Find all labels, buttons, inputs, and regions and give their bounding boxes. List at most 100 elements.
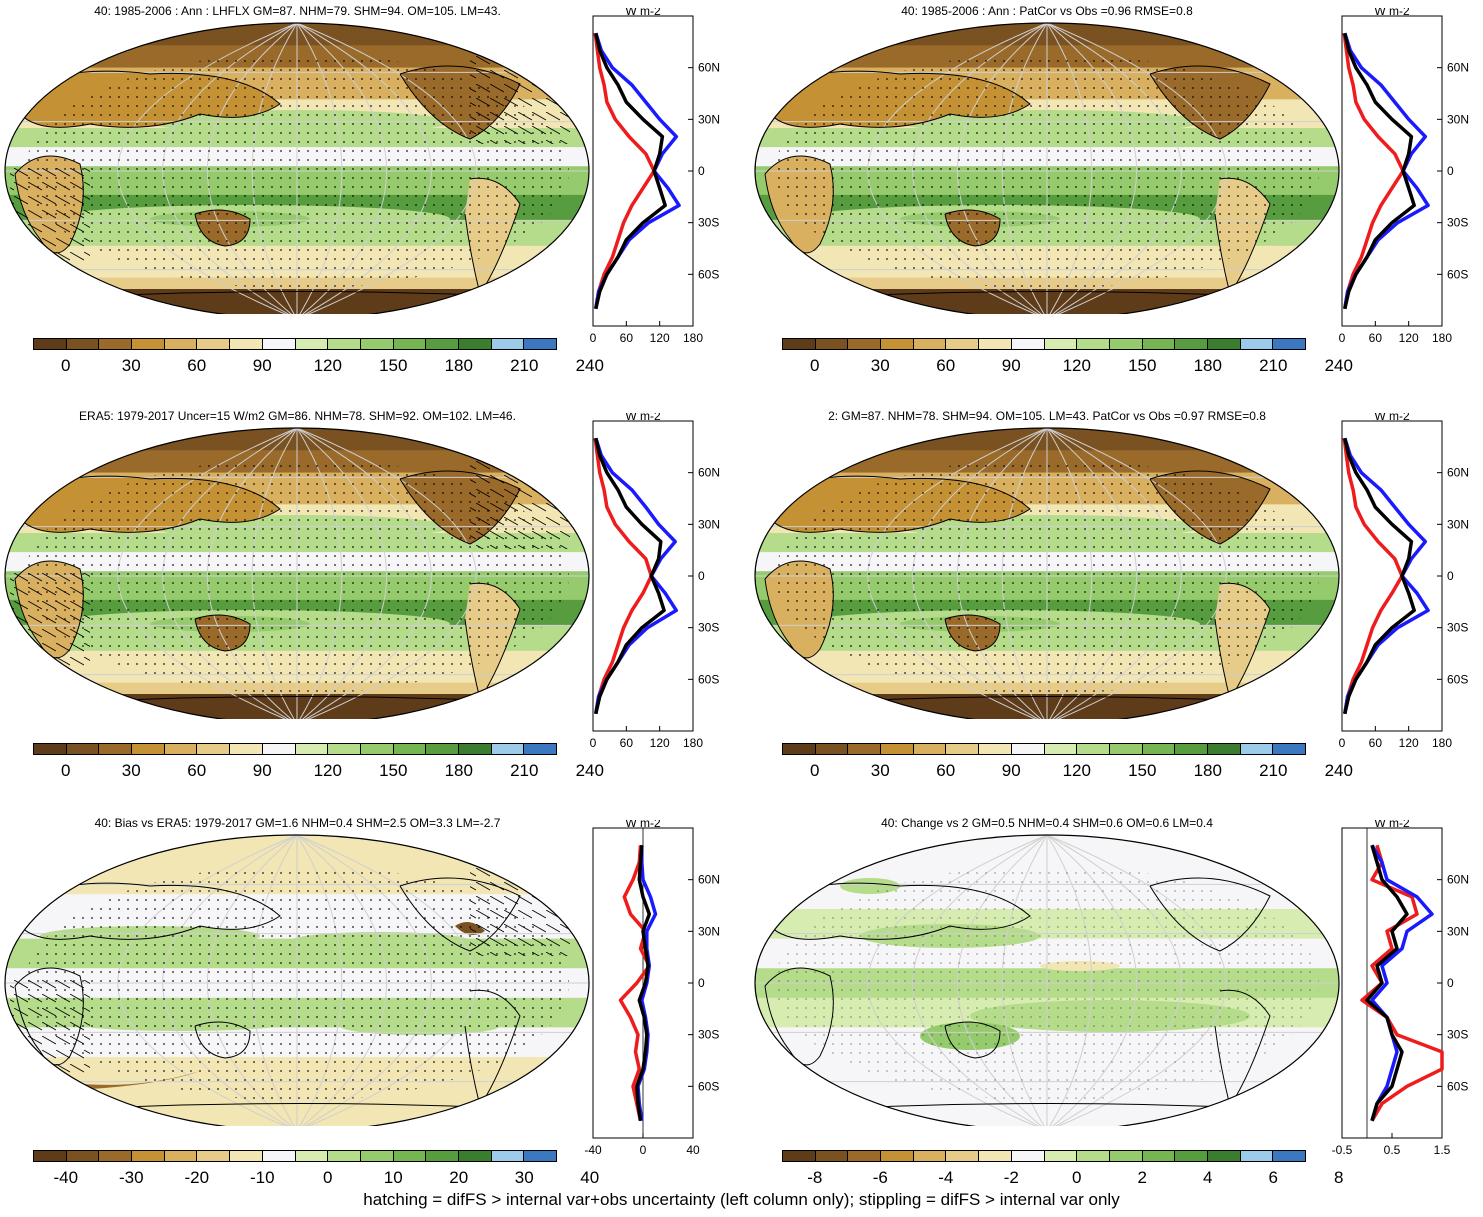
colorbar-tick-label: 120	[313, 356, 342, 375]
colorbar-swatch	[1108, 1151, 1142, 1161]
colorbar-tick-label: 210	[1259, 356, 1288, 375]
colorbar-tick-label: 180	[444, 761, 473, 780]
colorbar-tick-label: 0	[810, 356, 820, 375]
zonal-lat-tick-label: 30S	[698, 216, 719, 230]
robinson-map	[4, 22, 590, 314]
colorbar-swatch	[65, 339, 99, 349]
zonal-lat-tick-label: 30N	[698, 517, 720, 531]
colorbar-swatch	[490, 744, 524, 754]
colorbar-swatch	[1043, 339, 1077, 349]
colorbar-labels: 0 30 60 90 120 150 180 210 240	[33, 356, 604, 378]
colorbar-tick-label: 210	[1259, 761, 1288, 780]
colorbar-swatch	[1174, 1151, 1207, 1161]
colorbar-swatch	[392, 1151, 426, 1161]
colorbar-tick-label: 180	[1193, 761, 1222, 780]
zonal-curve-black	[635, 845, 652, 1122]
zonal-lat-tick-label: 30S	[698, 1028, 719, 1042]
zonal-lat-tick-label: 60S	[1447, 1079, 1468, 1093]
colorbar-swatch	[327, 744, 360, 754]
zonal-curve-black	[1365, 844, 1409, 1122]
colorbar-tick-label: 150	[1128, 356, 1157, 375]
colorbar-swatch	[490, 339, 524, 349]
colorbar-tick-label: 90	[1001, 356, 1021, 375]
zonal-lat-tick-label: 30S	[1447, 216, 1468, 230]
colorbar-swatch	[1043, 1151, 1077, 1161]
zonal-curve-red	[593, 437, 654, 715]
colorbar-swatch	[261, 744, 295, 754]
zonal-value-tick-label: 120	[1399, 736, 1419, 750]
colorbar-swatch	[1174, 744, 1207, 754]
colorbar-swatch	[196, 339, 230, 349]
colorbar-swatch	[1206, 339, 1240, 349]
colorbar-swatch	[783, 1151, 815, 1161]
panel-lhflx-model: 40: 1985-2006 : Ann : LHFLX GM=87. NHM=7…	[0, 0, 742, 395]
colorbar-swatch	[912, 744, 946, 754]
zonal-value-tick-label: 120	[650, 736, 670, 750]
zonal-lat-tick-label: 30N	[1447, 924, 1469, 938]
colorbar-swatch	[457, 744, 491, 754]
zonal-unit-label: W m-2	[1374, 820, 1410, 830]
colorbar-swatch	[847, 744, 881, 754]
colorbar-swatch	[294, 744, 328, 754]
zonal-lat-tick-label: 60N	[698, 873, 720, 887]
zonal-unit-label: W m-2	[625, 820, 661, 830]
colorbar	[782, 1150, 1306, 1162]
zonal-value-tick-label: 0.5	[1384, 1143, 1401, 1157]
colorbar-tick-label: 210	[510, 356, 539, 375]
colorbar-swatch	[880, 744, 913, 754]
colorbar-swatch	[98, 1151, 132, 1161]
zonal-value-tick-label: 0	[640, 1143, 647, 1157]
colorbar-tick-label: 240	[1324, 356, 1353, 375]
colorbar-labels: -40 -30 -20 -10 0 10 20 30 40	[33, 1168, 599, 1190]
robinson-map	[754, 427, 1340, 719]
colorbar-tick-label: 0	[810, 761, 820, 780]
colorbar	[782, 338, 1306, 350]
colorbar-swatch	[65, 1151, 99, 1161]
zonal-mean-plot: W m-2 60N 30N 0 30S 60S 0 60 120 180	[1339, 8, 1469, 345]
panel-bias-era5: 40: Bias vs ERA5: 1979-2017 GM=1.6 NHM=0…	[0, 812, 742, 1190]
zonal-lat-tick-label: 0	[698, 164, 705, 178]
colorbar-tick-label: 2	[1137, 1168, 1147, 1187]
colorbar-swatch	[359, 339, 393, 349]
zonal-lat-tick-label: 30S	[1447, 621, 1468, 635]
colorbar-swatch	[359, 744, 393, 754]
colorbar-tick-label: 0	[61, 356, 71, 375]
colorbar-swatch	[912, 1151, 946, 1161]
footer-legend-note: hatching = difFS > internal var+obs unce…	[363, 1190, 1120, 1209]
colorbar-tick-label: 0	[1072, 1168, 1082, 1187]
colorbar-tick-label: -4	[938, 1168, 954, 1187]
colorbar	[33, 1150, 557, 1162]
zonal-value-tick-label: 120	[1399, 331, 1419, 345]
colorbar-tick-label: -20	[184, 1168, 210, 1187]
colorbar-swatch	[1076, 339, 1109, 349]
colorbar-swatch	[229, 1151, 262, 1161]
colorbar-tick-label: 60	[187, 761, 207, 780]
colorbar-tick-label: 30	[870, 356, 890, 375]
zonal-curve-black	[1343, 32, 1416, 310]
colorbar-tick-label: -2	[1003, 1168, 1019, 1187]
panel-lhflx-era5: ERA5: 1979-2017 Uncer=15 W/m2 GM=86. NHM…	[0, 405, 742, 800]
zonal-lat-tick-label: 0	[698, 569, 705, 583]
zonal-lat-tick-label: 0	[1447, 164, 1454, 178]
colorbar-swatch	[523, 1151, 556, 1161]
zonal-lat-tick-label: 60S	[1447, 672, 1468, 686]
colorbar-tick-label: 90	[1001, 761, 1021, 780]
colorbar-swatch	[814, 744, 848, 754]
colorbar-swatch	[392, 744, 426, 754]
colorbar-labels: 0 30 60 90 120 150 180 210 240	[33, 761, 604, 783]
colorbar-swatch	[425, 339, 458, 349]
map-title: ERA5: 1979-2017 Uncer=15 W/m2 GM=86. NHM…	[79, 409, 516, 423]
zonal-lat-tick-label: 60S	[698, 1079, 719, 1093]
colorbar-swatch	[229, 339, 262, 349]
zonal-unit-label: W m-2	[625, 413, 661, 423]
colorbar-swatch	[163, 744, 197, 754]
panel-change-vs-2: 40: Change vs 2 GM=0.5 NHM=0.4 SHM=0.6 O…	[742, 812, 1483, 1190]
colorbar-swatch	[163, 1151, 197, 1161]
zonal-mean-plot: W m-2 60N 30N 0 30S 60S 0 60 120 180	[590, 413, 720, 750]
colorbar-swatch	[1141, 744, 1175, 754]
zonal-value-tick-label: 120	[650, 331, 670, 345]
zonal-curve-red	[618, 845, 652, 1122]
zonal-unit-label: W m-2	[1374, 413, 1410, 423]
zonal-lat-tick-label: 0	[698, 976, 705, 990]
zonal-value-tick-label: 60	[620, 736, 634, 750]
